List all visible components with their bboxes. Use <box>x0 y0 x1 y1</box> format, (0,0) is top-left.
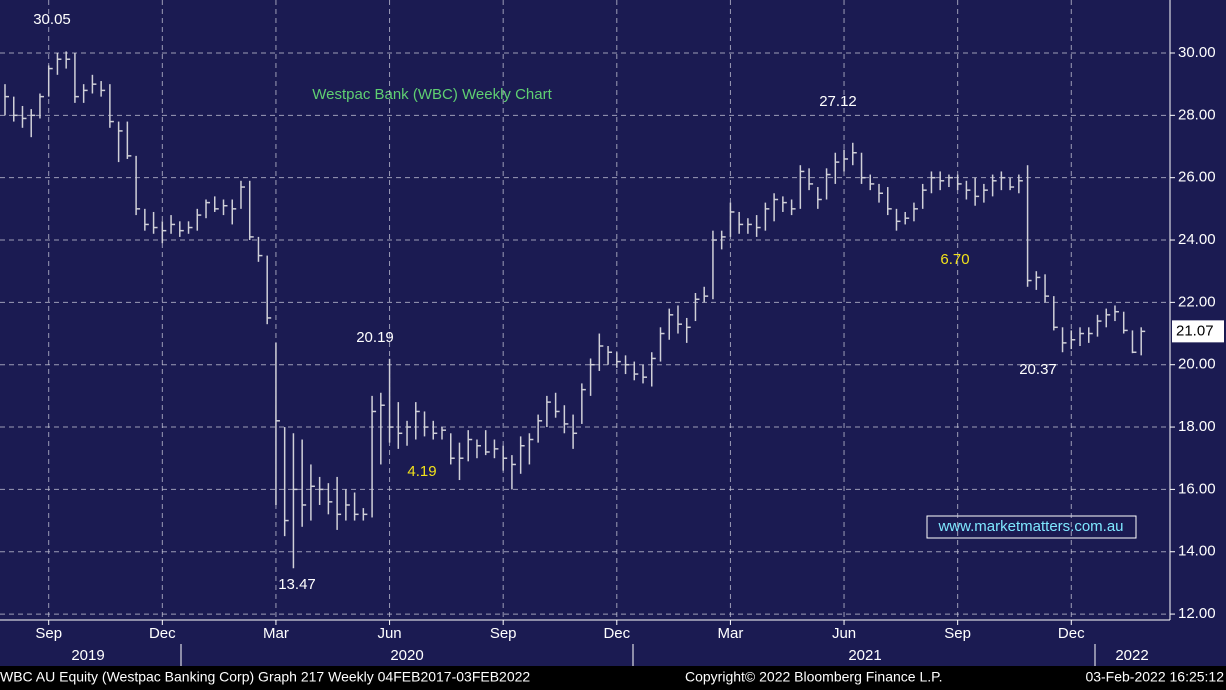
price-label: 30.05 <box>33 11 71 28</box>
x-tick-label: Sep <box>944 625 971 642</box>
y-tick-label: 14.00 <box>1178 543 1216 560</box>
footer-date: 03-Feb-2022 16:25:12 <box>1085 669 1224 685</box>
last-price-tag <box>1172 320 1224 343</box>
price-label: 27.12 <box>819 93 857 110</box>
x-tick-label: Mar <box>263 625 289 642</box>
y-tick-label: 26.00 <box>1178 169 1216 186</box>
y-tick-label: 18.00 <box>1178 418 1216 435</box>
price-label: 13.47 <box>278 576 316 593</box>
y-tick-label: 16.00 <box>1178 480 1216 497</box>
price-label: 20.37 <box>1019 361 1057 378</box>
year-label: 2020 <box>390 647 423 664</box>
year-label: 2021 <box>848 647 881 664</box>
watermark-box <box>926 515 1137 539</box>
x-tick-label: Dec <box>149 625 176 642</box>
annotation: 4.19 <box>407 463 436 480</box>
annotation: 6.70 <box>940 251 969 268</box>
x-tick-label: Dec <box>1058 625 1085 642</box>
x-tick-label: Sep <box>490 625 517 642</box>
y-tick-label: 20.00 <box>1178 356 1216 373</box>
chart-title: Westpac Bank (WBC) Weekly Chart <box>312 86 552 103</box>
year-label: 2019 <box>71 647 104 664</box>
x-tick-label: Sep <box>35 625 62 642</box>
last-price-label: 21.07 <box>1176 322 1214 339</box>
year-label: 2022 <box>1115 647 1148 664</box>
y-tick-label: 24.00 <box>1178 231 1216 248</box>
x-tick-label: Jun <box>832 625 856 642</box>
y-tick-label: 12.00 <box>1178 605 1216 622</box>
footer-bar <box>0 666 1226 690</box>
footer-left: WBC AU Equity (Westpac Banking Corp) Gra… <box>0 669 530 685</box>
y-tick-label: 30.00 <box>1178 44 1216 61</box>
watermark: www.marketmatters.com.au <box>937 518 1123 535</box>
footer-copyright: Copyright© 2022 Bloomberg Finance L.P. <box>685 669 943 685</box>
y-tick-label: 28.00 <box>1178 106 1216 123</box>
background <box>0 0 1226 666</box>
x-tick-label: Mar <box>717 625 743 642</box>
y-tick-label: 22.00 <box>1178 293 1216 310</box>
x-tick-label: Dec <box>603 625 630 642</box>
x-tick-label: Jun <box>377 625 401 642</box>
price-label: 20.19 <box>356 329 394 346</box>
